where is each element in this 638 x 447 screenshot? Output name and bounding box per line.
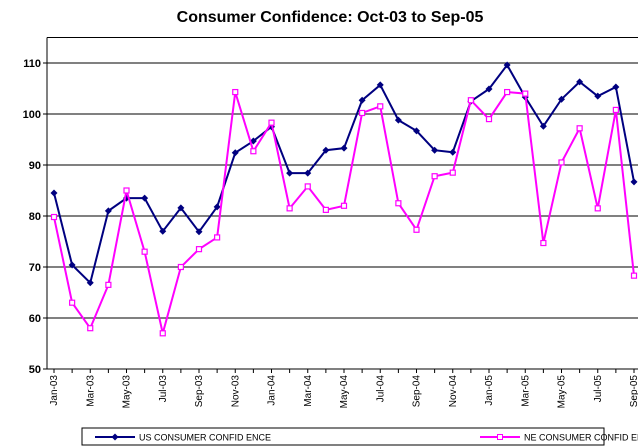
point xyxy=(358,96,366,104)
point xyxy=(286,205,293,212)
point xyxy=(86,279,94,287)
point xyxy=(177,263,184,271)
point xyxy=(413,127,420,135)
point xyxy=(558,159,565,166)
x-tick-label: Jan-04 xyxy=(267,375,278,406)
x-tick-label: Mar-04 xyxy=(303,375,314,407)
point xyxy=(231,149,239,157)
point xyxy=(286,169,294,177)
point xyxy=(522,90,529,97)
x-tick-label: Jul-04 xyxy=(375,375,386,403)
point xyxy=(431,146,439,154)
x-tick-label: Jul-03 xyxy=(158,375,169,403)
point xyxy=(485,85,493,93)
point xyxy=(630,272,638,279)
series-line xyxy=(53,91,635,334)
point xyxy=(141,248,148,255)
x-tick-label: May-05 xyxy=(557,375,568,409)
x-tick-label: Jan-05 xyxy=(484,375,495,406)
point xyxy=(395,200,402,207)
y-tick-label: 110 xyxy=(23,58,41,70)
point xyxy=(504,88,511,96)
point xyxy=(576,78,584,86)
legend-label: NE CONSUMER CONFID ENCE xyxy=(524,433,638,443)
legend-label: US CONSUMER CONFID ENCE xyxy=(139,433,271,443)
point xyxy=(340,144,348,152)
point xyxy=(159,330,166,337)
point xyxy=(68,261,76,269)
y-tick-label: 100 xyxy=(23,109,41,121)
x-tick-label: Jul-05 xyxy=(593,375,604,403)
y-tick-label: 50 xyxy=(29,364,41,376)
point xyxy=(250,148,257,155)
x-tick-label: Mar-05 xyxy=(520,375,531,407)
point xyxy=(594,205,601,212)
x-tick-label: Nov-04 xyxy=(448,375,459,408)
point xyxy=(123,187,130,194)
series-line xyxy=(53,63,635,285)
point xyxy=(539,122,547,130)
point xyxy=(485,115,493,123)
point xyxy=(449,169,456,176)
point xyxy=(394,116,402,124)
point xyxy=(630,178,638,186)
point xyxy=(304,183,311,190)
y-tick-label: 90 xyxy=(29,160,41,172)
x-tick-label: Nov-03 xyxy=(230,375,241,408)
point xyxy=(359,109,366,117)
y-tick-label: 80 xyxy=(29,211,41,223)
point xyxy=(87,325,94,332)
x-tick-label: Mar-03 xyxy=(85,375,96,407)
point xyxy=(232,88,239,96)
point xyxy=(50,213,58,221)
legend-marker xyxy=(111,433,119,441)
point xyxy=(214,234,221,241)
point xyxy=(159,227,167,235)
y-tick-label: 70 xyxy=(29,262,41,274)
point xyxy=(377,103,384,110)
x-tick-label: Sep-04 xyxy=(412,375,423,408)
y-tick-label: 60 xyxy=(29,313,41,325)
x-tick-label: Jan-03 xyxy=(49,375,60,406)
point xyxy=(213,203,221,211)
point xyxy=(268,119,275,126)
point xyxy=(558,95,565,103)
point xyxy=(322,206,329,213)
point xyxy=(612,106,619,114)
point xyxy=(195,246,203,253)
point xyxy=(503,61,511,69)
x-tick-label: May-03 xyxy=(122,375,133,409)
point xyxy=(449,148,457,156)
point xyxy=(104,207,112,215)
x-tick-label: May-04 xyxy=(339,375,350,409)
point xyxy=(177,204,185,212)
point xyxy=(467,97,474,104)
legend-box xyxy=(81,427,605,446)
point xyxy=(105,281,112,288)
legend-marker xyxy=(497,434,503,440)
x-tick-label: Sep-05 xyxy=(629,375,638,408)
point xyxy=(413,226,420,233)
point xyxy=(195,228,203,236)
point xyxy=(540,239,547,247)
point xyxy=(304,169,312,177)
point xyxy=(576,125,583,132)
point xyxy=(50,189,58,197)
point xyxy=(612,83,620,91)
point xyxy=(431,173,438,180)
chart-title: Consumer Confidence: Oct-03 to Sep-05 xyxy=(177,9,484,26)
point xyxy=(594,92,602,100)
point xyxy=(141,194,149,202)
point xyxy=(376,81,384,89)
point xyxy=(69,299,76,306)
point xyxy=(340,202,348,209)
x-tick-label: Sep-03 xyxy=(194,375,205,408)
point xyxy=(322,146,330,154)
